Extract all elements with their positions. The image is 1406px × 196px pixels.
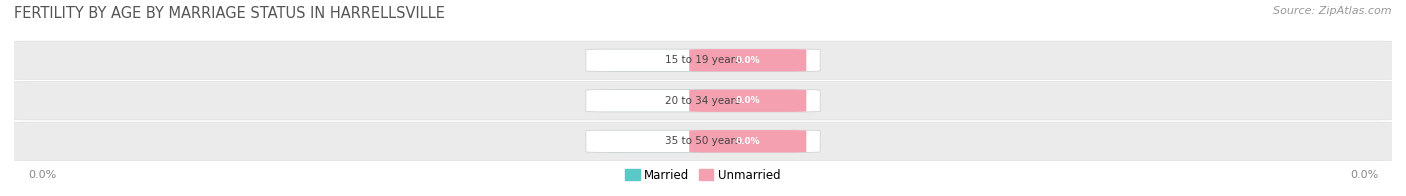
Text: 0.0%: 0.0% xyxy=(735,96,761,105)
FancyBboxPatch shape xyxy=(586,49,820,71)
Legend: Married, Unmarried: Married, Unmarried xyxy=(626,169,780,181)
Text: FERTILITY BY AGE BY MARRIAGE STATUS IN HARRELLSVILLE: FERTILITY BY AGE BY MARRIAGE STATUS IN H… xyxy=(14,6,444,21)
FancyBboxPatch shape xyxy=(11,82,1395,120)
FancyBboxPatch shape xyxy=(11,122,1395,160)
Text: 35 to 50 years: 35 to 50 years xyxy=(665,136,741,146)
Text: 0.0%: 0.0% xyxy=(1350,171,1378,181)
FancyBboxPatch shape xyxy=(586,90,820,112)
FancyBboxPatch shape xyxy=(689,130,806,152)
Text: 0.0%: 0.0% xyxy=(645,96,671,105)
FancyBboxPatch shape xyxy=(599,49,717,71)
FancyBboxPatch shape xyxy=(689,90,806,112)
FancyBboxPatch shape xyxy=(586,130,820,152)
FancyBboxPatch shape xyxy=(689,49,806,71)
Text: Source: ZipAtlas.com: Source: ZipAtlas.com xyxy=(1274,6,1392,16)
Text: 0.0%: 0.0% xyxy=(735,137,761,146)
Text: 0.0%: 0.0% xyxy=(645,137,671,146)
Text: 20 to 34 years: 20 to 34 years xyxy=(665,96,741,106)
Text: 0.0%: 0.0% xyxy=(28,171,56,181)
Text: 0.0%: 0.0% xyxy=(645,56,671,65)
FancyBboxPatch shape xyxy=(599,90,717,112)
FancyBboxPatch shape xyxy=(599,130,717,152)
FancyBboxPatch shape xyxy=(11,41,1395,79)
Text: 15 to 19 years: 15 to 19 years xyxy=(665,55,741,65)
Text: 0.0%: 0.0% xyxy=(735,56,761,65)
